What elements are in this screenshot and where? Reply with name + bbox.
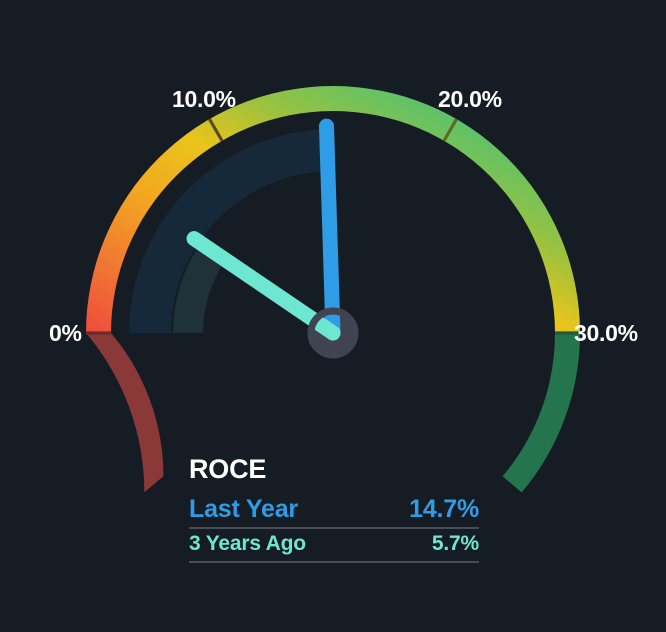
legend-title: ROCE [189, 454, 267, 484]
legend-label-three-years-ago: 3 Years Ago [189, 532, 306, 555]
gauge-track-last-year-band [129, 129, 328, 333]
legend-row-last-year: Last Year 14.7% [189, 495, 479, 529]
axis-tick-label-10: 10.0% [172, 86, 236, 112]
gauge-tick-20 [442, 118, 458, 142]
gauge-legend: ROCE Last Year 14.7% 3 Years Ago 5.7% [189, 452, 479, 566]
axis-tick-label-20: 20.0% [438, 86, 502, 112]
axis-tick-label-0: 0% [49, 320, 82, 346]
legend-row-three-years-ago: 3 Years Ago 5.7% [189, 532, 479, 563]
gauge-track-three-years-band [173, 243, 226, 333]
legend-value-three-years-ago: 5.7% [431, 532, 479, 555]
needle-last-year [318, 118, 341, 341]
legend-label-last-year: Last Year [189, 495, 298, 523]
gauge-overflow-high-arc [502, 333, 580, 493]
gauge-color-arc [86, 86, 580, 333]
axis-tick-label-30: 30.0% [574, 320, 638, 346]
legend-value-last-year: 14.7% [409, 495, 479, 523]
gauge-overflow-low-arc [86, 333, 164, 493]
gauge-hub-overlay [307, 307, 359, 359]
gauge-tick-10 [208, 118, 224, 142]
needle-three-years-ago [186, 231, 341, 341]
